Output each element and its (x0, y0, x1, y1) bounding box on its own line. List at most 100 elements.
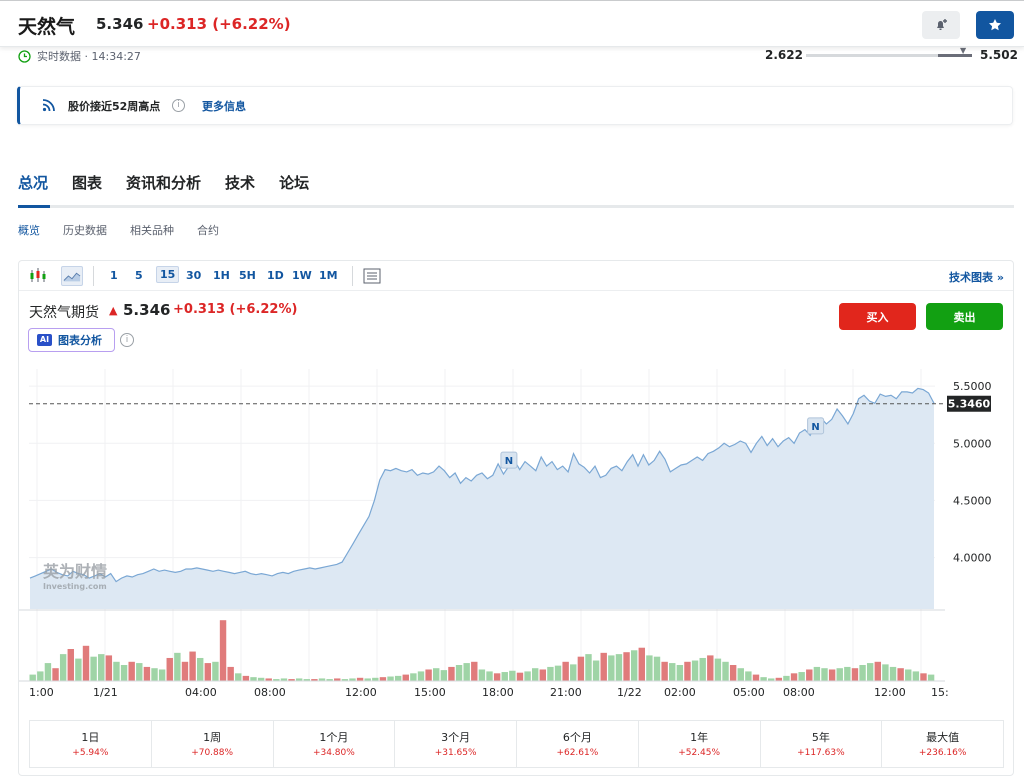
toolbar-divider (352, 266, 353, 286)
volume-bar (189, 651, 196, 681)
price-area (30, 388, 934, 609)
volume-bar (295, 678, 303, 681)
volume-bar (326, 679, 333, 681)
candlestick-icon[interactable] (27, 266, 49, 286)
timeframe-1d[interactable]: 1D (267, 269, 284, 282)
range-bar (806, 54, 972, 57)
period-cell[interactable]: 6个月 +62.61% (517, 721, 639, 767)
volume-bar (44, 663, 52, 681)
volume-bar (402, 674, 409, 681)
volume-bar (242, 675, 250, 681)
volume-bar (828, 669, 836, 681)
period-cell[interactable]: 1日 +5.94% (30, 721, 152, 767)
volume-bar (638, 647, 645, 681)
realtime-text: 实时数据 · 14:34:27 (37, 50, 141, 63)
period-cell[interactable]: 3个月 +31.65% (395, 721, 517, 767)
period-cell[interactable]: 1年 +52.45% (639, 721, 761, 767)
y-tick-label: 5.0000 (953, 437, 992, 450)
volume-bar (790, 673, 798, 681)
x-tick-label: 1/22 (617, 686, 642, 699)
subtab-contracts[interactable]: 合约 (197, 224, 219, 237)
period-cell[interactable]: 最大值 +236.16% (882, 721, 1003, 767)
tab-news-analysis[interactable]: 资讯和分析 (126, 174, 202, 192)
timeframe-1m[interactable]: 1M (319, 269, 338, 282)
create-alert-button[interactable] (922, 11, 960, 39)
volume-bar (707, 655, 714, 681)
volume-bar (113, 661, 120, 681)
volume-bar (204, 663, 212, 681)
period-cell[interactable]: 5年 +117.63% (761, 721, 883, 767)
volume-bar (501, 672, 508, 681)
range-fill (938, 54, 972, 57)
volume-bar (585, 654, 592, 681)
timeframe-30[interactable]: 30 (186, 269, 202, 282)
performance-table: 1日 +5.94% 1周 +70.88% 1个月 +34.80% 3个月 +31.65% 6个月… (29, 720, 1004, 768)
volume-bar (866, 663, 874, 681)
volume-bar (37, 671, 44, 681)
alert-text: 股价接近52周高点 (68, 100, 161, 113)
area-chart-icon[interactable] (61, 266, 83, 286)
y-tick-label: 5.5000 (953, 380, 992, 393)
timeframe-1w[interactable]: 1W (292, 269, 312, 282)
subtab-historical-data[interactable]: 历史数据 (63, 224, 107, 237)
indicators-icon[interactable] (361, 266, 383, 286)
volume-bar (539, 669, 547, 681)
volume-bar (562, 661, 569, 681)
tab-forum[interactable]: 论坛 (279, 174, 310, 192)
tab-divider (18, 205, 1014, 208)
info-icon[interactable]: i (120, 333, 134, 347)
volume-bar (615, 654, 623, 681)
bell-plus-icon (937, 19, 947, 30)
x-tick-label: 15: (931, 686, 949, 699)
technical-chart-link[interactable]: 技术图表 » (949, 271, 1004, 284)
more-info-link[interactable]: 更多信息 (202, 100, 246, 113)
volume-bar (623, 652, 630, 681)
star-icon (989, 19, 1001, 31)
volume-bar (356, 677, 364, 681)
period-label: 3个月 (441, 731, 471, 744)
news-marker-label: N (811, 422, 819, 433)
tab-overview[interactable]: 总况 (18, 174, 49, 192)
buy-button[interactable]: 买入 (839, 303, 916, 330)
watchlist-button[interactable] (976, 11, 1014, 39)
x-tick-label: 04:00 (185, 686, 217, 699)
subtab-related[interactable]: 相关品种 (130, 224, 174, 237)
volume-bar (882, 664, 889, 681)
volume-bar (471, 661, 478, 681)
period-cell[interactable]: 1个月 +34.80% (274, 721, 396, 767)
ai-chart-analysis-button[interactable]: AI 图表分析 (28, 328, 115, 352)
period-label: 6个月 (562, 731, 592, 744)
volume-bar (851, 668, 859, 681)
volume-bar (75, 658, 82, 681)
timeframe-5h[interactable]: 5H (239, 269, 256, 282)
volume-bar (143, 666, 151, 681)
volume-bar (280, 678, 288, 681)
volume-bar (783, 675, 790, 681)
news-marker (807, 417, 825, 435)
volume-bar (341, 679, 349, 681)
volume-bar (212, 661, 219, 681)
volume-bar (59, 654, 67, 681)
last-price: 5.346 (96, 15, 144, 33)
tab-chart[interactable]: 图表 (72, 174, 103, 192)
volume-bar (52, 668, 59, 681)
volume-bar (714, 658, 722, 681)
price-change: +0.313 (+6.22%) (147, 15, 291, 33)
volume-bar (486, 671, 493, 681)
subtab-overview[interactable]: 概览 (18, 224, 40, 237)
x-tick-label: 02:00 (664, 686, 696, 699)
tab-technical[interactable]: 技术 (225, 174, 256, 192)
volume-bar (653, 656, 661, 681)
volume-bar (524, 671, 531, 681)
chart-instrument-name: 天然气期货 (29, 305, 99, 321)
sell-button[interactable]: 卖出 (926, 303, 1003, 330)
range-low: 2.622 (765, 48, 803, 62)
timeframe-5[interactable]: 5 (135, 269, 143, 282)
info-icon[interactable]: i (172, 99, 185, 112)
period-value: +117.63% (797, 748, 845, 758)
timeframe-15[interactable]: 15 (156, 266, 180, 283)
period-cell[interactable]: 1周 +70.88% (152, 721, 274, 767)
timeframe-1[interactable]: 1 (110, 269, 118, 282)
timeframe-1h[interactable]: 1H (213, 269, 230, 282)
